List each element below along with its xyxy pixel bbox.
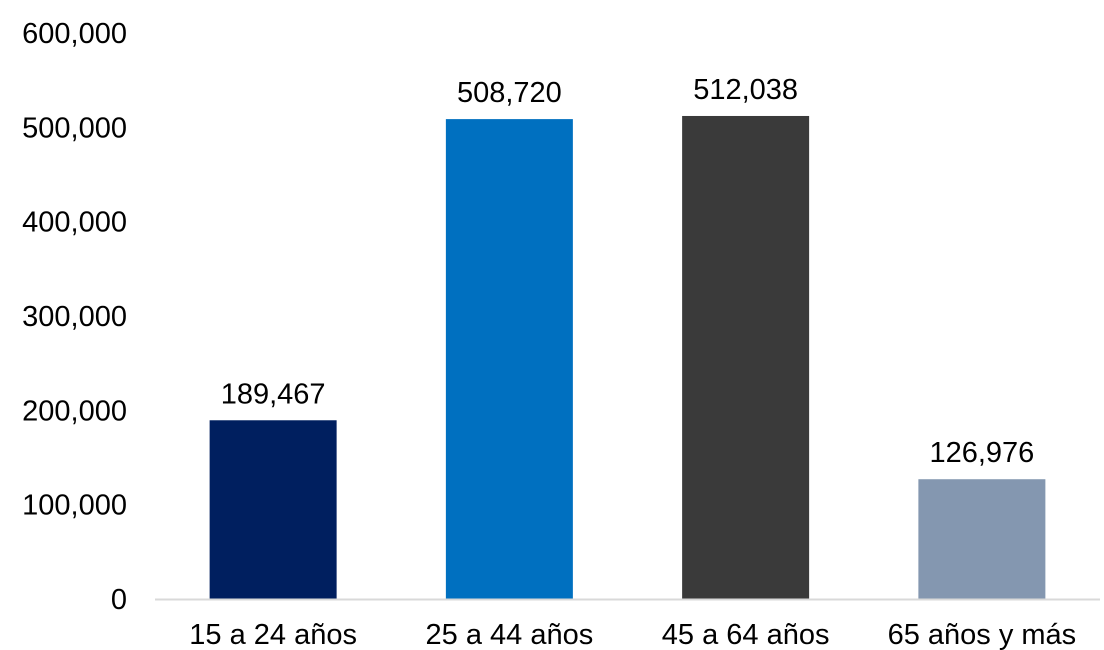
y-tick-label: 100,000 <box>22 490 127 522</box>
bar <box>209 420 337 599</box>
x-tick-label: 45 a 64 años <box>662 619 830 650</box>
bar <box>445 119 573 599</box>
y-tick-label: 300,000 <box>22 301 127 333</box>
bar-value-label: 126,976 <box>929 437 1034 469</box>
bar-value-label: 508,720 <box>457 77 562 109</box>
y-axis-tick-labels: 0 100,000 200,000 300,000 400,000 500,000 600,… <box>22 18 127 616</box>
bar-value-label: 512,038 <box>693 74 798 106</box>
y-tick-label: 500,000 <box>22 112 127 144</box>
bar <box>918 479 1046 599</box>
y-tick-label: 200,000 <box>22 395 127 427</box>
bar-value-label: 189,467 <box>221 378 326 410</box>
x-tick-label: 25 a 44 años <box>426 619 594 650</box>
y-tick-label: 600,000 <box>22 18 127 50</box>
data-labels: 189,467 508,720 512,038 126,976 <box>221 74 1035 469</box>
y-tick-label: 400,000 <box>22 207 127 239</box>
x-tick-label: 65 años y más <box>888 619 1077 650</box>
x-axis-tick-labels: 15 a 24 años 25 a 44 años 45 a 64 años 65 a… <box>189 619 1076 650</box>
bars <box>209 115 1046 600</box>
x-tick-label: 15 a 24 años <box>189 619 357 650</box>
y-tick-label: 0 <box>111 584 127 616</box>
bar <box>682 115 810 600</box>
